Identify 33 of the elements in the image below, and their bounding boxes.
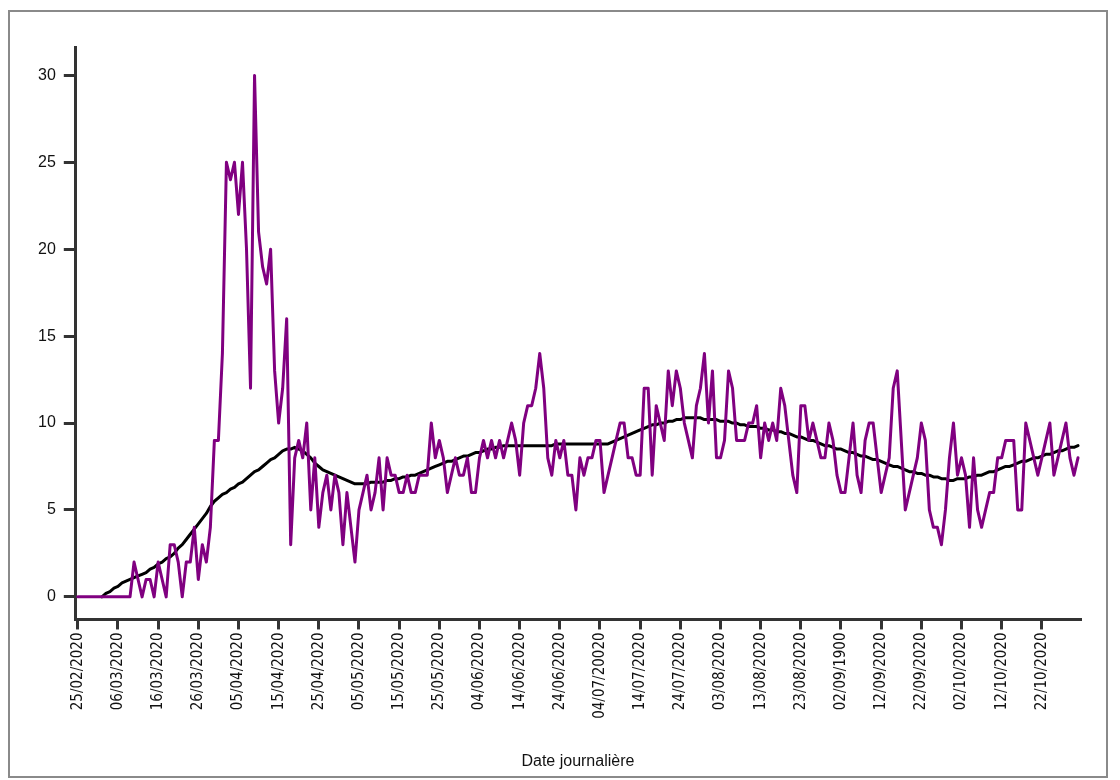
x-tick-label: 03/08/2020	[710, 632, 729, 711]
x-tick-label: 06/03/2020	[107, 632, 126, 711]
x-axis-title: Date journalière	[521, 751, 635, 769]
x-tick-label: 14/07/2020	[630, 632, 649, 711]
x-tick-label: 02/09/1900	[830, 632, 849, 711]
y-tick-label: 5	[46, 500, 56, 518]
x-tick-label: 02/10/2020	[951, 632, 970, 711]
x-tick-label: 04/06/2020	[469, 632, 488, 711]
x-tick-label: 24/07/2020	[670, 632, 689, 711]
y-tick-label: 25	[38, 152, 56, 170]
y-tick-label: 0	[46, 587, 56, 605]
y-tick-label: 30	[38, 65, 56, 83]
x-tick-label: 22/09/2020	[911, 632, 930, 711]
x-tick-label: 04/07/20020	[589, 632, 608, 719]
x-tick-label: 05/05/2020	[348, 632, 367, 711]
x-tick-label: 14/06/2020	[509, 632, 528, 711]
x-tick-label: 12/10/2020	[991, 632, 1010, 711]
x-tick-label: 25/05/2020	[429, 632, 448, 711]
x-tick-label: 22/10/2020	[1031, 632, 1050, 711]
x-tick-label: 23/08/2020	[790, 632, 809, 711]
x-tick-label: 15/04/2020	[268, 632, 287, 711]
y-tick-label: 10	[38, 413, 56, 431]
x-tick-label: 25/02/2020	[67, 632, 86, 711]
y-tick-label: 15	[38, 326, 56, 344]
x-tick-label: 26/03/2020	[188, 632, 207, 711]
x-tick-label: 24/06/2020	[549, 632, 568, 711]
x-tick-label: 12/09/2020	[871, 632, 890, 711]
x-tick-label: 05/04/2020	[228, 632, 247, 711]
x-tick-label: 16/03/2020	[148, 632, 167, 711]
y-tick-label: 20	[38, 239, 56, 257]
x-tick-label: 25/04/2020	[308, 632, 327, 711]
x-tick-label: 15/05/2020	[389, 632, 408, 711]
x-tick-label: 13/08/2020	[750, 632, 769, 711]
